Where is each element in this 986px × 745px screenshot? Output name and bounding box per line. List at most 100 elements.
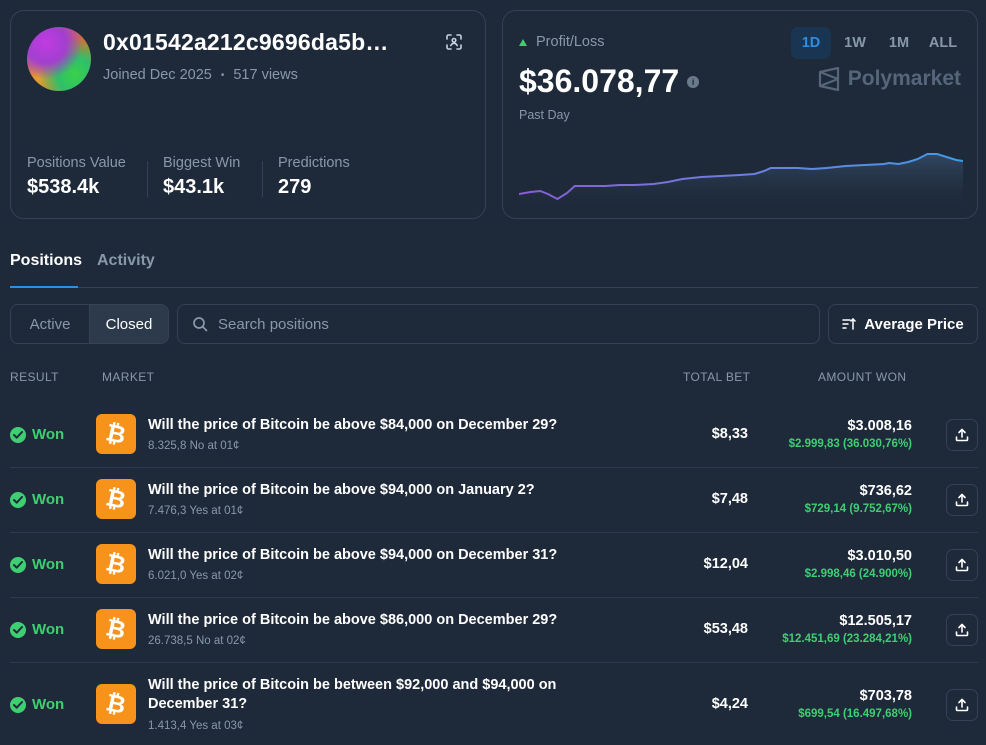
market-title[interactable]: Will the price of Bitcoin be above $86,0…: [148, 612, 558, 628]
result-badge: Won: [10, 696, 64, 713]
profile-card: 0x01542a212c9696da5b… Joined Dec 2025 • …: [10, 10, 486, 219]
market-title[interactable]: Will the price of Bitcoin be above $84,0…: [148, 417, 558, 433]
polymarket-logo-text: Polymarket: [847, 67, 961, 90]
share-icon: [955, 558, 969, 572]
column-amount-won: AMOUNT WON: [818, 370, 907, 384]
amount-won: $12.505,17: [839, 613, 912, 629]
filter-active-button[interactable]: Active: [29, 315, 71, 333]
result-label: Won: [32, 696, 65, 713]
tab-positions[interactable]: Positions: [10, 252, 83, 269]
sparkline-line: [519, 153, 963, 201]
info-icon[interactable]: i: [687, 75, 700, 88]
profit-amount: $699,54 (16.497,68%): [798, 708, 912, 720]
pnl-card: Profit/Loss $36.078,77 i Past Day 1D 1W …: [502, 10, 978, 219]
range-tab-1m[interactable]: 1M: [888, 35, 910, 51]
sort-icon: [842, 318, 856, 330]
column-result: RESULT: [10, 370, 59, 384]
separator-dot: •: [220, 69, 225, 81]
search-input[interactable]: [218, 315, 798, 333]
active-tab-indicator: [10, 286, 78, 288]
result-badge: Won: [10, 621, 64, 638]
main-tabs: Positions Activity: [10, 240, 978, 288]
search-box: [177, 304, 820, 344]
share-button[interactable]: [946, 549, 978, 581]
stat-predictions: Predictions 279: [278, 155, 350, 199]
market-position-detail: 8.325,8 No at 01¢: [148, 440, 240, 452]
result-label: Won: [32, 426, 65, 443]
market-title[interactable]: Will the price of Bitcoin be above $94,0…: [148, 547, 558, 563]
market-title[interactable]: Will the price of Bitcoin be above $94,0…: [148, 482, 535, 498]
pnl-label: Profit/Loss: [519, 34, 605, 50]
result-badge: Won: [10, 426, 64, 443]
share-button[interactable]: [946, 419, 978, 451]
filter-closed-button[interactable]: Closed: [89, 305, 168, 343]
polymarket-logo: Polymarket: [818, 67, 961, 91]
share-icon: [955, 428, 969, 442]
stat-label: Predictions: [278, 155, 350, 171]
check-circle-icon: [10, 621, 26, 638]
total-bet: $7,48: [711, 491, 748, 507]
column-market: MARKET: [102, 370, 155, 384]
column-total-bet: TOTAL BET: [683, 370, 751, 384]
stat-label: Positions Value: [27, 155, 126, 171]
joined-info: Joined Dec 2025 • 517 views: [103, 67, 298, 83]
market-title[interactable]: Will the price of Bitcoin be between $92…: [148, 677, 557, 712]
share-button[interactable]: [946, 614, 978, 646]
total-bet: $53,48: [703, 621, 748, 637]
table-row[interactable]: Won ₿ Will the price of Bitcoin be above…: [10, 468, 978, 533]
stat-positions-value: Positions Value $538.4k: [27, 155, 126, 199]
check-circle-icon: [10, 426, 26, 443]
amount-won: $3.008,16: [847, 418, 912, 434]
polymarket-logo-icon: [818, 67, 839, 91]
average-price-sort-button[interactable]: Average Price: [828, 304, 978, 344]
table-row[interactable]: Won ₿ Will the price of Bitcoin be above…: [10, 598, 978, 663]
stat-value: $43.1k: [163, 176, 225, 198]
amount-won: $3.010,50: [847, 548, 912, 564]
share-icon: [955, 623, 969, 637]
bitcoin-icon: ₿: [96, 414, 136, 454]
range-tabs: 1D 1W 1M ALL: [791, 27, 963, 59]
result-badge: Won: [10, 556, 64, 573]
result-label: Won: [32, 491, 65, 508]
tab-activity[interactable]: Activity: [97, 252, 155, 269]
result-label: Won: [32, 621, 65, 638]
amount-won: $703,78: [859, 688, 912, 704]
share-icon: [955, 698, 969, 712]
pnl-sparkline: [519, 153, 963, 211]
avatar: [27, 27, 91, 91]
sparkline-area: [519, 154, 963, 211]
stat-value: 279: [278, 176, 312, 198]
profit-amount: $12.451,69 (23.284,21%): [782, 633, 912, 645]
market-position-detail: 26.738,5 No at 02¢: [148, 635, 246, 647]
share-button[interactable]: [946, 689, 978, 721]
result-badge: Won: [10, 491, 64, 508]
range-tab-1d[interactable]: 1D: [791, 27, 831, 59]
range-tab-1w[interactable]: 1W: [844, 35, 866, 51]
stat-label: Biggest Win: [163, 155, 241, 171]
wallet-address: 0x01542a212c9696da5b…: [103, 29, 389, 55]
table-row[interactable]: Won ₿ Will the price of Bitcoin be above…: [10, 533, 978, 598]
trend-up-icon: [519, 38, 527, 46]
stat-biggest-win: Biggest Win $43.1k: [163, 155, 240, 199]
view-count: 517 views: [233, 67, 298, 83]
bitcoin-icon: ₿: [96, 479, 136, 519]
profit-amount: $729,14 (9.752,67%): [804, 503, 912, 515]
stat-divider: [262, 161, 263, 197]
check-circle-icon: [10, 556, 26, 573]
market-position-detail: 1.413,4 Yes at 03¢: [148, 720, 244, 732]
search-icon: [193, 317, 208, 332]
range-tab-all[interactable]: ALL: [928, 35, 958, 51]
pnl-amount: $36.078,77: [519, 63, 680, 99]
market-position-detail: 6.021,0 Yes at 02¢: [148, 570, 244, 582]
pnl-period: Past Day: [519, 108, 570, 122]
profit-amount: $2.998,46 (24.900%): [804, 568, 912, 580]
pnl-value: $36.078,77 i: [519, 63, 700, 100]
status-toggle: Active Closed: [10, 304, 169, 344]
table-row[interactable]: Won ₿ Will the price of Bitcoin be betwe…: [10, 663, 978, 745]
scan-icon[interactable]: [445, 33, 463, 51]
market-position-detail: 7.476,3 Yes at 01¢: [148, 505, 244, 517]
total-bet: $4,24: [711, 696, 748, 712]
table-row[interactable]: Won ₿ Will the price of Bitcoin be above…: [10, 403, 978, 468]
share-button[interactable]: [946, 484, 978, 516]
amount-won: $736,62: [859, 483, 912, 499]
